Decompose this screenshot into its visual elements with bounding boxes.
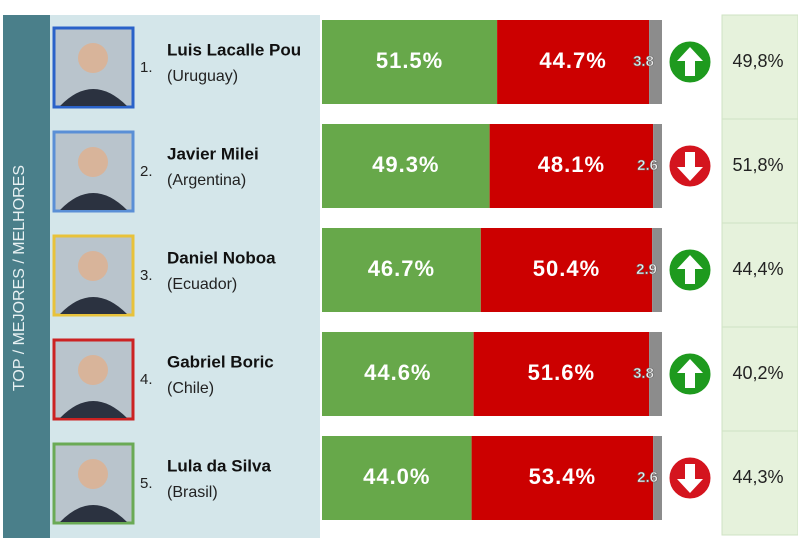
photo-body bbox=[60, 505, 127, 522]
trend-arrow bbox=[677, 47, 703, 76]
photo-head bbox=[78, 459, 108, 489]
bar-segment bbox=[322, 124, 490, 208]
photo-head bbox=[78, 251, 108, 281]
bar-label: 49.3% bbox=[372, 152, 439, 177]
bar-segment bbox=[473, 332, 650, 416]
bar-segment bbox=[322, 228, 481, 312]
photo-head bbox=[78, 147, 108, 177]
photo-body bbox=[60, 89, 127, 106]
rank: 2. bbox=[140, 163, 153, 180]
country: (Ecuador) bbox=[167, 276, 237, 293]
rank: 3. bbox=[140, 267, 153, 284]
bar-label: 51.6% bbox=[528, 360, 595, 385]
trend-arrow bbox=[677, 464, 703, 493]
country: (Brasil) bbox=[167, 484, 218, 501]
leader-name: Lula da Silva bbox=[167, 456, 271, 475]
bar-segment bbox=[652, 228, 662, 312]
previous-box bbox=[721, 430, 798, 536]
side-strip bbox=[3, 15, 50, 538]
country: (Argentina) bbox=[167, 172, 246, 189]
bar-label: 44.6% bbox=[364, 360, 431, 385]
photo-head bbox=[78, 43, 108, 73]
bar-label: 3.8 bbox=[633, 53, 654, 70]
bar-label: 51.5% bbox=[376, 48, 443, 73]
rank: 5. bbox=[140, 475, 153, 492]
rank: 1. bbox=[140, 59, 153, 76]
previous-box bbox=[721, 118, 798, 224]
bar-segment bbox=[322, 436, 472, 520]
rank: 4. bbox=[140, 371, 153, 388]
trend-arrow bbox=[677, 359, 703, 388]
bar-label: 2.6 bbox=[637, 469, 658, 486]
bar-label: 50.4% bbox=[533, 256, 600, 281]
previous-value: 51,8% bbox=[732, 155, 783, 175]
previous-value: 44,4% bbox=[732, 259, 783, 279]
bar-label: 2.6 bbox=[637, 157, 658, 174]
bar-segment bbox=[653, 124, 662, 208]
previous-box bbox=[721, 222, 798, 328]
bar-segment bbox=[489, 124, 654, 208]
bar-label: 48.1% bbox=[538, 152, 605, 177]
bar-segment bbox=[471, 436, 654, 520]
previous-value: 49,8% bbox=[732, 51, 783, 71]
country: (Chile) bbox=[167, 380, 214, 397]
previous-value: 40,2% bbox=[732, 363, 783, 383]
side-label: TOP / MEJORES / MELHORES bbox=[11, 165, 28, 391]
bar-segment bbox=[322, 20, 498, 104]
bar-segment bbox=[649, 332, 662, 416]
leader-name: Gabriel Boric bbox=[167, 352, 274, 371]
bar-segment bbox=[653, 436, 662, 520]
bar-label: 46.7% bbox=[368, 256, 435, 281]
bar-label: 44.0% bbox=[363, 464, 430, 489]
bar-segment bbox=[322, 332, 474, 416]
bar-label: 44.7% bbox=[539, 48, 606, 73]
bar-label: 3.8 bbox=[633, 365, 654, 382]
photo-body bbox=[60, 297, 127, 314]
bar-label: 2.9 bbox=[636, 261, 657, 278]
photo-body bbox=[60, 401, 127, 418]
photo-body bbox=[60, 193, 127, 210]
bar-segment bbox=[649, 20, 662, 104]
leader-name: Daniel Noboa bbox=[167, 248, 276, 267]
bar-segment bbox=[497, 20, 650, 104]
leader-name: Javier Milei bbox=[167, 144, 259, 163]
trend-arrow bbox=[677, 152, 703, 181]
bar-label: 53.4% bbox=[529, 464, 596, 489]
previous-box bbox=[721, 14, 798, 120]
previous-value: 44,3% bbox=[732, 467, 783, 487]
leader-name: Luis Lacalle Pou bbox=[167, 40, 301, 59]
photo-head bbox=[78, 355, 108, 385]
bar-segment bbox=[480, 228, 653, 312]
trend-arrow bbox=[677, 255, 703, 284]
country: (Uruguay) bbox=[167, 68, 238, 85]
